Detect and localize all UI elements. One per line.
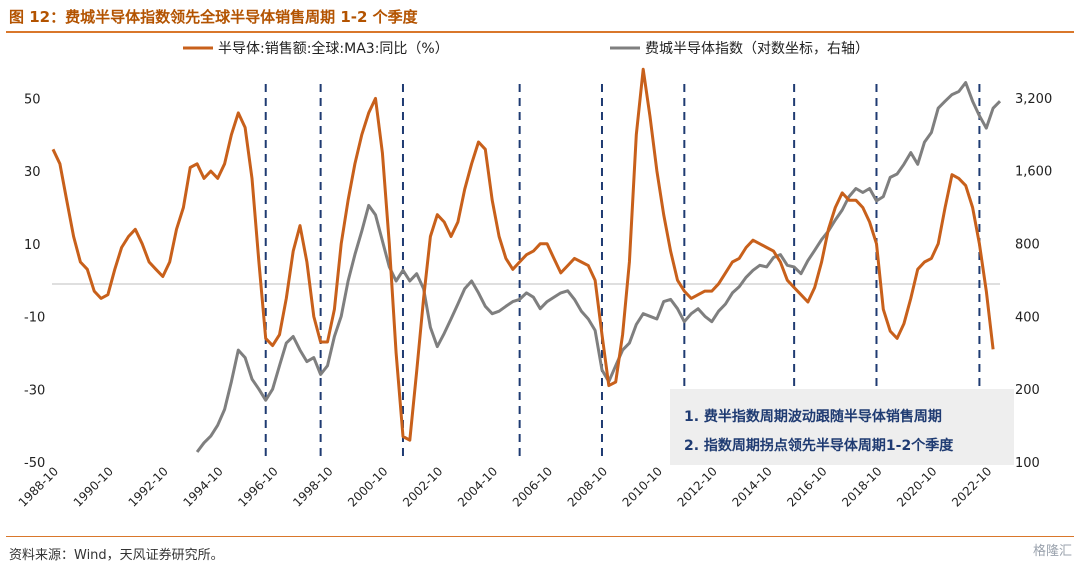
x-tick-9: 2006-10 — [510, 464, 555, 509]
series-line-sales — [51, 67, 995, 442]
x-axis: 1988-10 1990-10 1992-10 1994-10 1996-10 1998-… — [16, 464, 995, 509]
x-tick-3: 1994-10 — [180, 464, 225, 509]
legend-label-sox: 费城半导体指数（对数坐标，右轴） — [645, 41, 869, 57]
annotation-line-2: 2. 指数周期拐点领先半导体周期1-2个季度 — [684, 437, 954, 454]
y-right-tick-1: 1,600 — [1015, 165, 1052, 180]
x-tick-1: 1990-10 — [71, 464, 116, 509]
title-rule — [6, 31, 1074, 33]
source-rule — [6, 536, 1074, 537]
y-left-tick-0: 50 — [24, 92, 41, 107]
x-tick-8: 2004-10 — [455, 464, 500, 509]
y-right-tick-3: 400 — [1015, 310, 1040, 325]
x-tick-15: 2018-10 — [839, 464, 884, 509]
x-tick-2: 1992-10 — [126, 464, 171, 509]
y-left-tick-5: -50 — [24, 456, 45, 471]
chart-title: 图 12：费城半导体指数领先全球半导体销售周期 1-2 个季度 — [9, 8, 418, 26]
x-tick-10: 2008-10 — [565, 464, 610, 509]
y-right-tick-4: 200 — [1015, 383, 1040, 398]
x-tick-14: 2016-10 — [784, 464, 829, 509]
y-right-tick-0: 3,200 — [1015, 92, 1052, 107]
x-tick-7: 2002-10 — [400, 464, 445, 509]
annotation-line-1: 1. 费半指数周期波动跟随半导体销售周期 — [684, 408, 942, 425]
legend: 半导体:销售额:全球:MA3:同比（%） 费城半导体指数（对数坐标，右轴） — [183, 40, 869, 57]
y-right-tick-5: 100 — [1015, 456, 1040, 471]
series-line-sox — [195, 81, 1002, 453]
x-tick-12: 2012-10 — [675, 464, 720, 509]
y-left-tick-1: 30 — [24, 165, 41, 180]
x-tick-17: 2022-10 — [949, 464, 994, 509]
y-left-tick-2: 10 — [24, 238, 41, 253]
y-left-tick-3: -10 — [24, 311, 45, 326]
x-tick-0: 1988-10 — [16, 464, 61, 509]
x-tick-6: 2000-10 — [345, 464, 390, 509]
y-left-tick-4: -30 — [24, 383, 45, 398]
chart-canvas: 半导体:销售额:全球:MA3:同比（%） 费城半导体指数（对数坐标，右轴） 50… — [16, 40, 1052, 510]
x-tick-5: 1998-10 — [290, 464, 335, 509]
annotation-box: 1. 费半指数周期波动跟随半导体销售周期 2. 指数周期拐点领先半导体周期1-2… — [670, 389, 1014, 465]
x-tick-16: 2020-10 — [894, 464, 939, 509]
x-tick-4: 1996-10 — [235, 464, 280, 509]
watermark-logo: 格隆汇 — [1032, 544, 1072, 559]
right-axis: 3,200 1,600 800 400 200 100 — [1015, 92, 1052, 471]
x-tick-11: 2010-10 — [620, 464, 665, 509]
source-note: 资料来源：Wind，天风证券研究所。 — [9, 548, 224, 563]
annotation-bg — [670, 389, 1014, 465]
left-axis: 50 30 10 -10 -30 -50 — [24, 92, 45, 471]
legend-label-sales: 半导体:销售额:全球:MA3:同比（%） — [218, 40, 449, 57]
y-right-tick-2: 800 — [1015, 237, 1040, 252]
x-tick-13: 2014-10 — [729, 464, 774, 509]
